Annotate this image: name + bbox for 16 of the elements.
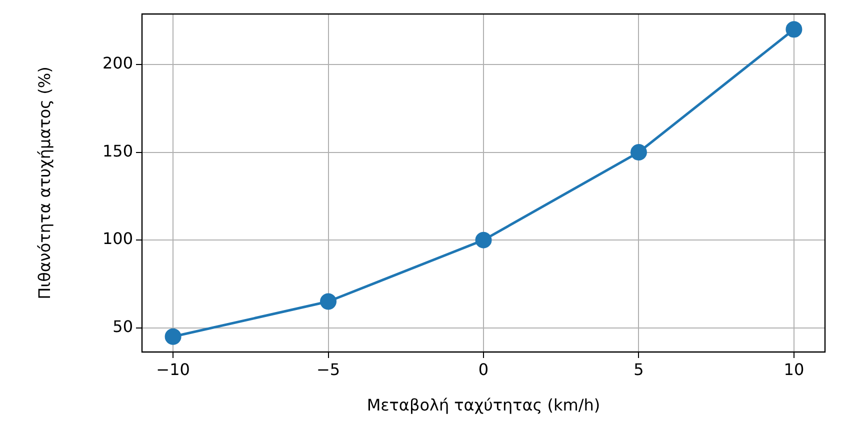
x-tick-label: 10 — [784, 360, 804, 379]
y-axis-title: Πιθανότητα ατυχήματος (%) — [34, 66, 54, 300]
x-tick-label: −10 — [156, 360, 190, 379]
x-tick-label: 5 — [634, 360, 644, 379]
x-tick-label: −5 — [316, 360, 340, 379]
x-axis-title: Μεταβολή ταχύτητας (km/h) — [366, 396, 600, 415]
point — [164, 328, 182, 345]
point — [320, 293, 337, 310]
point — [475, 232, 492, 248]
y-tick-label: 150 — [102, 141, 133, 160]
y-tick-label: 200 — [102, 54, 133, 73]
x-tick-label: 0 — [478, 360, 489, 379]
point — [786, 21, 802, 38]
y-tick-label: 50 — [112, 317, 133, 336]
point — [630, 144, 647, 161]
y-tick-label: 100 — [102, 229, 133, 248]
